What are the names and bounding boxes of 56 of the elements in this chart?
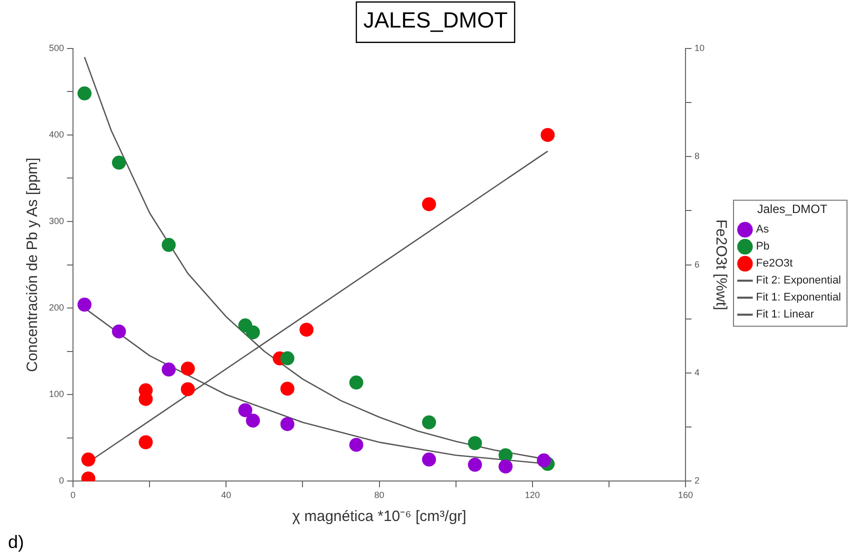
- point: [280, 417, 294, 432]
- point: [162, 362, 176, 377]
- x-tick-label: 160: [678, 490, 694, 500]
- legend-title: Jales_DMOT: [757, 202, 828, 216]
- point: [246, 414, 260, 428]
- point: [422, 197, 436, 212]
- y-tick-label: 200: [48, 302, 64, 313]
- point: [349, 438, 364, 452]
- point: [422, 415, 436, 430]
- point: [468, 436, 482, 450]
- legend-label: Fit 1: Exponential: [756, 292, 842, 304]
- legend-label: Fe2O3t: [756, 258, 793, 270]
- point: [180, 382, 195, 396]
- point: [112, 156, 126, 170]
- x-tick-label: 40: [221, 490, 232, 500]
- y-axis-title: Concentración de Pb y As [ppm]: [24, 158, 42, 372]
- point: [180, 362, 195, 376]
- point: [238, 403, 252, 418]
- chart-title: JALES_DMOT: [363, 7, 508, 32]
- x-axis-title: χ magnética *10⁻⁶ [cm³/gr]: [292, 508, 466, 526]
- y-tick-label: 100: [48, 389, 64, 400]
- point: [468, 458, 482, 472]
- x-tick-label: 80: [374, 490, 384, 500]
- y-tick-label: 500: [48, 42, 64, 53]
- y-tick-label: 0: [59, 476, 64, 486]
- text: d): [8, 532, 24, 552]
- point: [162, 238, 176, 252]
- point: [81, 452, 96, 467]
- point: [246, 325, 260, 340]
- y2-tick-label: 2: [694, 476, 700, 486]
- x-tick-label: 0: [70, 490, 76, 500]
- legend-label: As: [756, 224, 770, 236]
- point: [280, 351, 294, 366]
- point: [540, 128, 555, 142]
- legend-label: Pb: [756, 240, 770, 253]
- y2-tick-label: 8: [694, 151, 700, 162]
- point: [138, 435, 153, 450]
- y2-tick-label: 4: [694, 367, 700, 378]
- y2-tick-label: 10: [694, 42, 705, 53]
- point: [349, 376, 364, 390]
- legend-label: Fit 2: Exponential: [756, 274, 842, 287]
- point: [78, 298, 92, 312]
- y-tick-label: 400: [48, 129, 64, 140]
- point: [422, 452, 436, 467]
- y2-tick-label: 6: [694, 259, 700, 270]
- point: [78, 86, 92, 100]
- point: [498, 459, 513, 474]
- point: [280, 382, 294, 396]
- legend-label: Fit 1: Linear: [756, 308, 814, 321]
- y-tick-label: 300: [48, 216, 64, 226]
- point: [498, 448, 513, 462]
- point: [112, 324, 126, 338]
- point: [536, 453, 551, 468]
- x-tick-label: 120: [524, 490, 540, 500]
- y2-axis-title: Fe2O3t [%wt]: [712, 219, 730, 310]
- point: [300, 322, 314, 337]
